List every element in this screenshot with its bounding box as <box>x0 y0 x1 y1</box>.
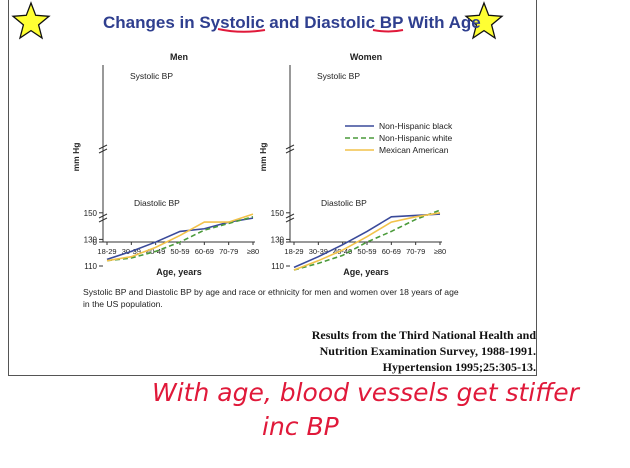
axis-break-1-0 <box>285 144 295 150</box>
section-label-diastolic-1: Diastolic BP <box>321 198 367 208</box>
x-tick-label-1-6: ≥80 <box>434 247 446 256</box>
x-tick-label-1-5: 70-79 <box>406 247 425 256</box>
axis-break-b-1-0 <box>285 148 295 154</box>
x-axis-label-0: Age, years <box>156 267 202 277</box>
x-tick-label-0-5: 70-79 <box>219 247 238 256</box>
line-systolic-0-1 <box>106 216 254 262</box>
y-axis-label-0: mm Hg <box>71 143 81 172</box>
x-tick-label-1-0: 18-29 <box>284 247 303 256</box>
line-systolic-1-2 <box>293 212 441 271</box>
x-tick-label-1-4: 60-69 <box>382 247 401 256</box>
line-systolic-0-2 <box>106 213 254 262</box>
axis-break-0-0 <box>98 144 108 150</box>
star-icon-right <box>464 1 504 40</box>
legend-label-2: Mexican American <box>379 145 449 155</box>
star-icon-left <box>11 1 51 40</box>
section-label-systolic-1: Systolic BP <box>317 71 360 81</box>
line-systolic-1-1 <box>293 209 441 271</box>
slide-title: Changes in Systolic and Diastolic BP Wit… <box>103 13 481 32</box>
chart-title-1: Women <box>350 52 382 62</box>
citation-line-1: Results from the Third National Health a… <box>311 328 536 342</box>
x-tick-label-1-3: 50-59 <box>357 247 376 256</box>
slide: Changes in Systolic and Diastolic BP Wit… <box>8 0 537 376</box>
x-tick-label-0-3: 50-59 <box>170 247 189 256</box>
y-tick-label-1-0: 0 <box>280 238 285 247</box>
axis-break-0-1 <box>98 213 108 219</box>
axis-break-1-1 <box>285 213 295 219</box>
underline-systolic <box>217 28 266 33</box>
bp-charts: Men07080110130150mm Hg18-2930-3940-4950-… <box>71 28 453 277</box>
x-tick-label-0-4: 60-69 <box>195 247 214 256</box>
y-tick-label-1-5: 150 <box>271 209 285 218</box>
y-tick-label-0-3: 110 <box>84 262 97 271</box>
handwritten-note-line-2: inc BP <box>262 412 339 441</box>
citation-line-3: Hypertension 1995;25:305-13. <box>382 360 536 374</box>
figure-caption: Systolic BP and Diastolic BP by age and … <box>83 287 459 309</box>
x-tick-label-1-2: 40-49 <box>333 247 352 256</box>
citation: Results from the Third National Health a… <box>236 327 536 375</box>
handwritten-note-line-1: With age, blood vessels get stiffer <box>152 378 579 407</box>
axis-break-b-0-1 <box>98 217 108 223</box>
x-tick-label-1-1: 30-39 <box>309 247 328 256</box>
axis-break-b-0-0 <box>98 148 108 154</box>
y-axis-label-1: mm Hg <box>258 143 268 172</box>
legend-label-0: Non-Hispanic black <box>379 121 453 131</box>
citation-line-2: Nutrition Examination Survey, 1988-1991. <box>319 344 536 358</box>
underline-with <box>372 29 404 33</box>
y-tick-label-0-0: 0 <box>93 238 98 247</box>
x-axis-label-1: Age, years <box>343 267 389 277</box>
legend-label-1: Non-Hispanic white <box>379 133 452 143</box>
x-tick-label-0-0: 18-29 <box>97 247 116 256</box>
chart-title-0: Men <box>170 52 188 62</box>
section-label-diastolic-0: Diastolic BP <box>134 198 180 208</box>
axis-break-b-1-1 <box>285 217 295 223</box>
y-tick-label-0-5: 150 <box>84 209 98 218</box>
y-tick-label-0-4: 130 <box>84 235 98 244</box>
y-tick-label-1-3: 110 <box>271 262 284 271</box>
section-label-systolic-0: Systolic BP <box>130 71 173 81</box>
y-tick-label-1-4: 130 <box>271 235 285 244</box>
x-tick-label-0-6: ≥80 <box>247 247 259 256</box>
line-systolic-1-0 <box>293 213 441 269</box>
